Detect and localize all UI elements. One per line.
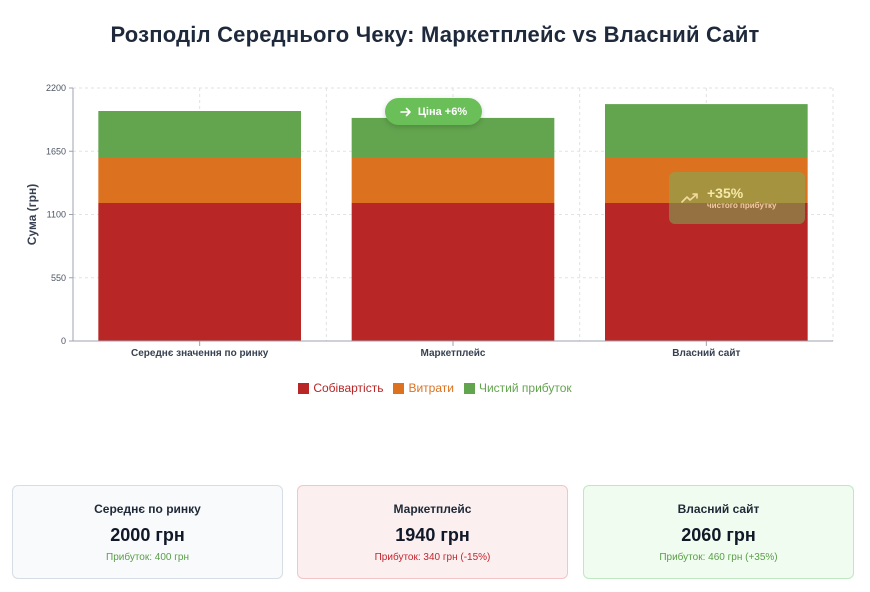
y-tick-label: 1650 — [46, 146, 66, 156]
bar-expenses — [351, 157, 555, 203]
profit-increase-label: чистого прибутку — [707, 201, 777, 210]
x-tick-label: Маркетплейс — [421, 348, 486, 359]
card-profit: Прибуток: 340 грн (-15%) — [374, 552, 491, 563]
legend-label-expenses: Витрати — [408, 381, 454, 395]
chart-legend: Собівартість Витрати Чистий прибуток — [0, 381, 870, 395]
legend-label-profit: Чистий прибуток — [478, 381, 572, 395]
stacked-bar-chart: 0 550 1100 1650 2200 Середнє значення по ринк… — [25, 83, 834, 359]
legend-label-cost: Собівартість — [313, 381, 384, 395]
bar-cost — [98, 203, 301, 341]
profit-increase-value: +35% — [707, 185, 744, 201]
legend-item-cost[interactable]: Собівартість — [298, 381, 383, 395]
legend-swatch-profit — [463, 382, 475, 394]
card-price: 2060 грн — [681, 525, 756, 545]
card-price: 1940 грн — [395, 525, 470, 545]
card-own-site: Власний сайт 2060 грн Прибуток: 460 грн … — [583, 485, 854, 579]
legend-item-profit[interactable]: Чистий прибуток — [463, 381, 572, 395]
bar-profit — [605, 104, 808, 157]
card-title: Маркетплейс — [393, 502, 472, 516]
bar-profit — [98, 111, 301, 157]
y-tick-label: 0 — [61, 336, 66, 346]
trending-up-icon — [681, 193, 698, 203]
y-tick-label: 1100 — [47, 210, 66, 220]
y-tick-label: 550 — [51, 273, 66, 283]
x-tick-label: Власний сайт — [672, 348, 740, 359]
price-increase-text: Ціна +6% — [417, 105, 468, 118]
bar-cost — [351, 203, 555, 341]
card-profit: Прибуток: 460 грн (+35%) — [659, 552, 778, 563]
card-title: Власний сайт — [677, 502, 760, 516]
card-market-average: Середнє по ринку 2000 грн Прибуток: 400 … — [12, 485, 283, 579]
legend-swatch-expenses — [393, 382, 405, 394]
price-increase-badge: Ціна +6% — [385, 98, 482, 125]
chart-title: Розподіл Середнього Чеку: Маркетплейс vs… — [110, 22, 760, 47]
legend-swatch-cost — [298, 382, 310, 394]
bar-cost — [605, 203, 808, 341]
card-profit: Прибуток: 400 грн — [106, 552, 189, 563]
x-tick-label: Середнє значення по ринку — [131, 348, 269, 359]
legend-item-expenses[interactable]: Витрати — [393, 381, 454, 395]
y-axis-label: Сума (грн) — [25, 184, 39, 245]
y-tick-label: 2200 — [46, 83, 66, 93]
card-title: Середнє по ринку — [94, 502, 201, 516]
bar-expenses — [98, 157, 301, 203]
arrow-right-icon — [400, 107, 411, 116]
card-marketplace: Маркетплейс 1940 грн Прибуток: 340 грн (… — [297, 485, 568, 579]
card-price: 2000 грн — [110, 525, 185, 545]
profit-increase-callout: +35% чистого прибутку — [669, 172, 805, 224]
